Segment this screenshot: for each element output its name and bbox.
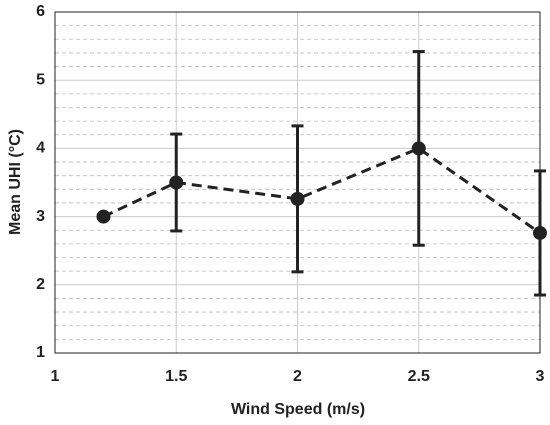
y-tick-label: 6	[36, 3, 45, 20]
y-tick-label: 1	[36, 344, 45, 361]
y-axis-label: Mean UHI (°C)	[7, 129, 24, 235]
x-axis-label: Wind Speed (m/s)	[231, 401, 365, 418]
y-tick-label: 4	[36, 140, 45, 157]
y-tick-label: 2	[36, 276, 45, 293]
marker	[533, 225, 547, 240]
x-tick-label: 3	[536, 368, 545, 385]
data-line	[102, 146, 541, 235]
x-tick-label: 1.5	[165, 368, 187, 385]
marker	[411, 141, 426, 156]
marker	[290, 191, 305, 206]
marker	[96, 209, 111, 224]
y-tick-label: 3	[36, 208, 45, 225]
x-tick-label: 2.5	[408, 368, 430, 385]
x-tick-label: 2	[293, 368, 302, 385]
x-tick-label: 1	[51, 368, 60, 385]
y-tick-label: 5	[36, 71, 45, 88]
marker	[169, 175, 184, 190]
